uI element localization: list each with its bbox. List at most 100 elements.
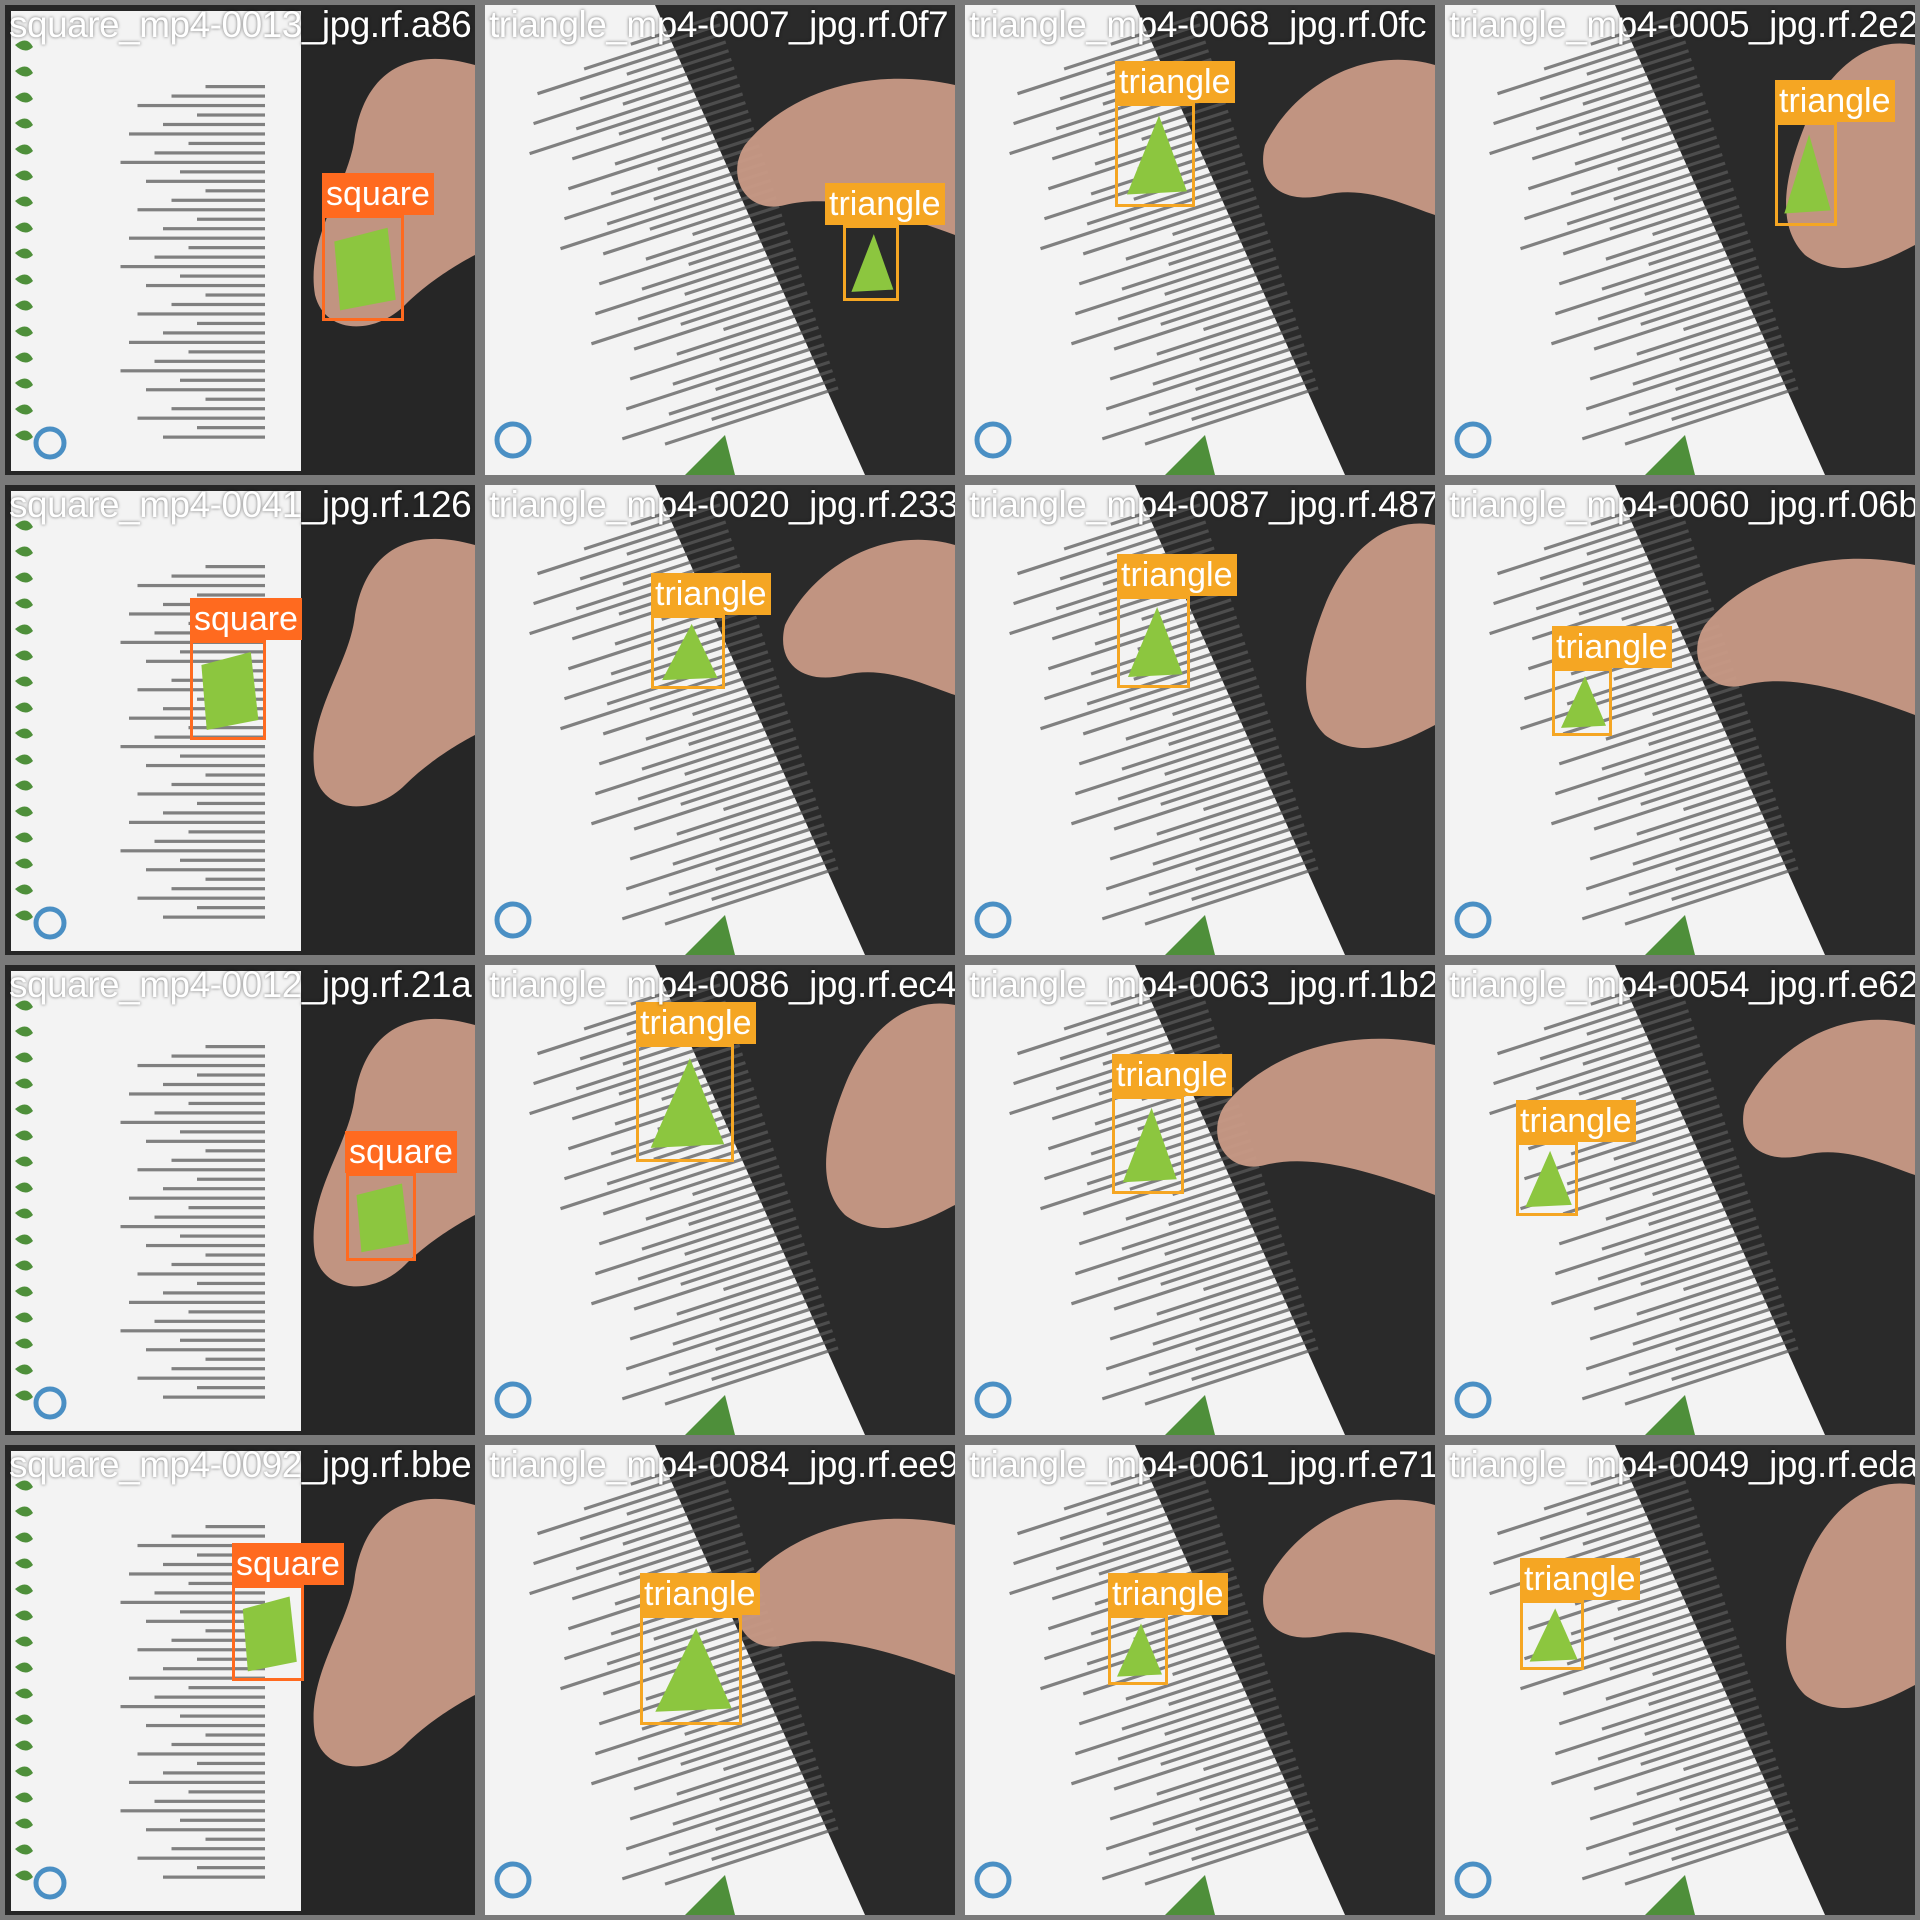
leaf-decoration bbox=[15, 806, 33, 817]
tile-filename: triangle_mp4-0087_jpg.rf.487 bbox=[969, 485, 1435, 525]
tile-photo bbox=[5, 5, 475, 475]
tile-photo bbox=[965, 965, 1435, 1435]
tile-filename: triangle_mp4-0063_jpg.rf.1b2 bbox=[969, 965, 1435, 1005]
leaf-decoration bbox=[15, 1818, 33, 1829]
leaf-decoration bbox=[15, 1506, 33, 1517]
detection-label: triangle bbox=[1775, 80, 1895, 122]
image-tile: square square_mp4-0041_jpg.rf.126 bbox=[5, 485, 475, 955]
leaf-decoration bbox=[15, 910, 33, 921]
tile-filename: triangle_mp4-0086_jpg.rf.ec4 bbox=[489, 965, 955, 1005]
hand bbox=[1697, 558, 1915, 715]
bounding-box-triangle bbox=[1112, 1096, 1184, 1194]
image-tile: triangle triangle_mp4-0061_jpg.rf.e71 bbox=[965, 1445, 1435, 1915]
song-sheet bbox=[1445, 965, 1825, 1435]
green-triangle-block bbox=[1561, 676, 1606, 728]
leaf-decoration bbox=[15, 352, 33, 363]
leaf-decoration bbox=[15, 248, 33, 259]
leaf-decoration bbox=[15, 1104, 33, 1115]
image-tile: square square_mp4-0013_jpg.rf.a86 bbox=[5, 5, 475, 475]
bounding-box-triangle bbox=[1115, 103, 1195, 207]
tile-photo bbox=[485, 965, 955, 1435]
bounding-box-square bbox=[322, 215, 404, 321]
bounding-box-square bbox=[190, 640, 266, 740]
leaf-decoration bbox=[1165, 1395, 1215, 1435]
printed-text-lines bbox=[120, 1525, 265, 1879]
leaf-decoration bbox=[1165, 1875, 1215, 1915]
green-triangle-block bbox=[1784, 134, 1831, 214]
bounding-box-triangle bbox=[1552, 668, 1612, 736]
tile-photo bbox=[965, 1445, 1435, 1915]
leaf-decoration bbox=[15, 1364, 33, 1375]
image-tile: triangle triangle_mp4-0007_jpg.rf.0f7 bbox=[485, 5, 955, 475]
leaf-decoration bbox=[15, 624, 33, 635]
sheet-logo bbox=[494, 1861, 532, 1899]
leaf-decoration bbox=[15, 520, 33, 531]
leaf-decoration bbox=[15, 430, 33, 441]
leaf-decoration bbox=[685, 1395, 735, 1435]
green-square-block bbox=[242, 1596, 297, 1672]
detection-label: triangle bbox=[1520, 1558, 1640, 1600]
image-tile: square square_mp4-0092_jpg.rf.bbe bbox=[5, 1445, 475, 1915]
tile-photo bbox=[1445, 1445, 1915, 1915]
tile-filename: square_mp4-0013_jpg.rf.a86 bbox=[9, 5, 472, 45]
leaf-decoration bbox=[15, 650, 33, 661]
tile-photo bbox=[1445, 965, 1915, 1435]
bounding-box-triangle bbox=[1516, 1142, 1578, 1216]
leaf-decoration bbox=[15, 1714, 33, 1725]
hand bbox=[1743, 1019, 1915, 1175]
tile-photo bbox=[1445, 5, 1915, 475]
leaf-decoration bbox=[15, 1338, 33, 1349]
leaf-decoration bbox=[1165, 915, 1215, 955]
printed-text-lines bbox=[529, 974, 839, 1406]
song-sheet bbox=[485, 5, 865, 475]
green-triangle-block bbox=[1525, 1150, 1572, 1208]
green-triangle-block bbox=[1122, 1107, 1177, 1183]
leaf-decoration bbox=[15, 572, 33, 583]
leaf-decoration bbox=[15, 1260, 33, 1271]
leaf-decoration bbox=[15, 1584, 33, 1595]
image-tile: triangle triangle_mp4-0087_jpg.rf.487 bbox=[965, 485, 1435, 955]
leaf-decoration bbox=[15, 1532, 33, 1543]
bounding-box-triangle bbox=[1117, 596, 1190, 688]
leaf-decoration bbox=[15, 170, 33, 181]
hand bbox=[1217, 1038, 1435, 1195]
leaf-decoration bbox=[15, 196, 33, 207]
image-tile: triangle triangle_mp4-0060_jpg.rf.06b bbox=[1445, 485, 1915, 955]
song-sheet bbox=[485, 965, 865, 1435]
image-tile: triangle triangle_mp4-0084_jpg.rf.ee9 bbox=[485, 1445, 955, 1915]
sheet-logo bbox=[494, 1381, 532, 1419]
image-tile: triangle triangle_mp4-0063_jpg.rf.1b2 bbox=[965, 965, 1435, 1435]
tile-photo bbox=[485, 1445, 955, 1915]
bounding-box-triangle bbox=[651, 615, 725, 689]
green-square-block bbox=[201, 652, 259, 730]
detection-label: triangle bbox=[651, 573, 771, 615]
tile-photo bbox=[485, 5, 955, 475]
sheet-logo bbox=[974, 1861, 1012, 1899]
book-logo bbox=[33, 426, 67, 460]
printed-text-lines bbox=[1489, 974, 1799, 1406]
leaf-decoration bbox=[685, 1875, 735, 1915]
sheet-logo bbox=[1454, 1861, 1492, 1899]
image-tile: triangle triangle_mp4-0054_jpg.rf.e62 bbox=[1445, 965, 1915, 1435]
green-triangle-block bbox=[650, 1058, 725, 1148]
detection-label: triangle bbox=[1552, 626, 1672, 668]
detection-label: triangle bbox=[640, 1573, 760, 1615]
leaf-decoration bbox=[15, 1026, 33, 1037]
bounding-box-triangle bbox=[1520, 1600, 1584, 1670]
book-logo bbox=[33, 1386, 67, 1420]
leaf-decoration bbox=[15, 1688, 33, 1699]
leaf-decoration bbox=[15, 702, 33, 713]
leaf-decoration bbox=[1645, 435, 1695, 475]
leaf-decoration bbox=[15, 728, 33, 739]
song-sheet bbox=[1445, 5, 1825, 475]
leaf-decoration bbox=[15, 598, 33, 609]
detection-label: triangle bbox=[825, 183, 945, 225]
book-logo bbox=[33, 906, 67, 940]
leaf-decoration bbox=[15, 1844, 33, 1855]
tile-filename: triangle_mp4-0061_jpg.rf.e71 bbox=[969, 1445, 1435, 1485]
tile-filename: triangle_mp4-0020_jpg.rf.233 bbox=[489, 485, 955, 525]
book-logo bbox=[33, 1866, 67, 1900]
bounding-box-triangle bbox=[636, 1044, 734, 1162]
hand bbox=[737, 1518, 955, 1675]
leaf-decoration bbox=[685, 435, 735, 475]
